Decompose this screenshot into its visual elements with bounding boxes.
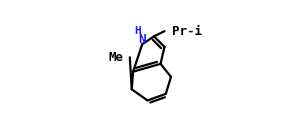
Text: Me: Me	[108, 51, 123, 64]
Text: H: H	[135, 26, 141, 36]
Text: N: N	[138, 33, 146, 46]
Text: Pr-i: Pr-i	[172, 25, 202, 38]
